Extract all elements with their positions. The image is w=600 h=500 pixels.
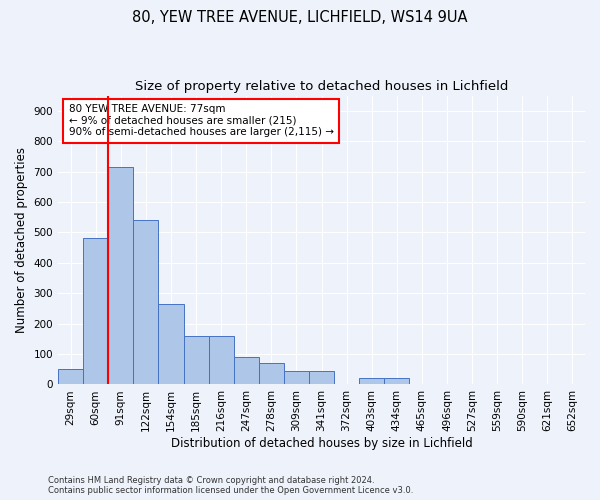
Bar: [233, 357, 259, 384]
Text: 80, YEW TREE AVENUE, LICHFIELD, WS14 9UA: 80, YEW TREE AVENUE, LICHFIELD, WS14 9UA: [132, 10, 468, 25]
Text: Contains HM Land Registry data © Crown copyright and database right 2024.
Contai: Contains HM Land Registry data © Crown c…: [48, 476, 413, 495]
Bar: [359, 378, 384, 384]
Title: Size of property relative to detached houses in Lichfield: Size of property relative to detached ho…: [135, 80, 508, 93]
Y-axis label: Number of detached properties: Number of detached properties: [15, 147, 28, 333]
Bar: [58, 370, 83, 384]
Bar: [133, 220, 158, 384]
Bar: [259, 363, 284, 384]
X-axis label: Distribution of detached houses by size in Lichfield: Distribution of detached houses by size …: [170, 437, 472, 450]
Bar: [309, 371, 334, 384]
Bar: [158, 304, 184, 384]
Bar: [209, 336, 233, 384]
Bar: [184, 336, 209, 384]
Bar: [384, 378, 409, 384]
Bar: [108, 167, 133, 384]
Text: 80 YEW TREE AVENUE: 77sqm
← 9% of detached houses are smaller (215)
90% of semi-: 80 YEW TREE AVENUE: 77sqm ← 9% of detach…: [68, 104, 334, 138]
Bar: [284, 371, 309, 384]
Bar: [83, 238, 108, 384]
